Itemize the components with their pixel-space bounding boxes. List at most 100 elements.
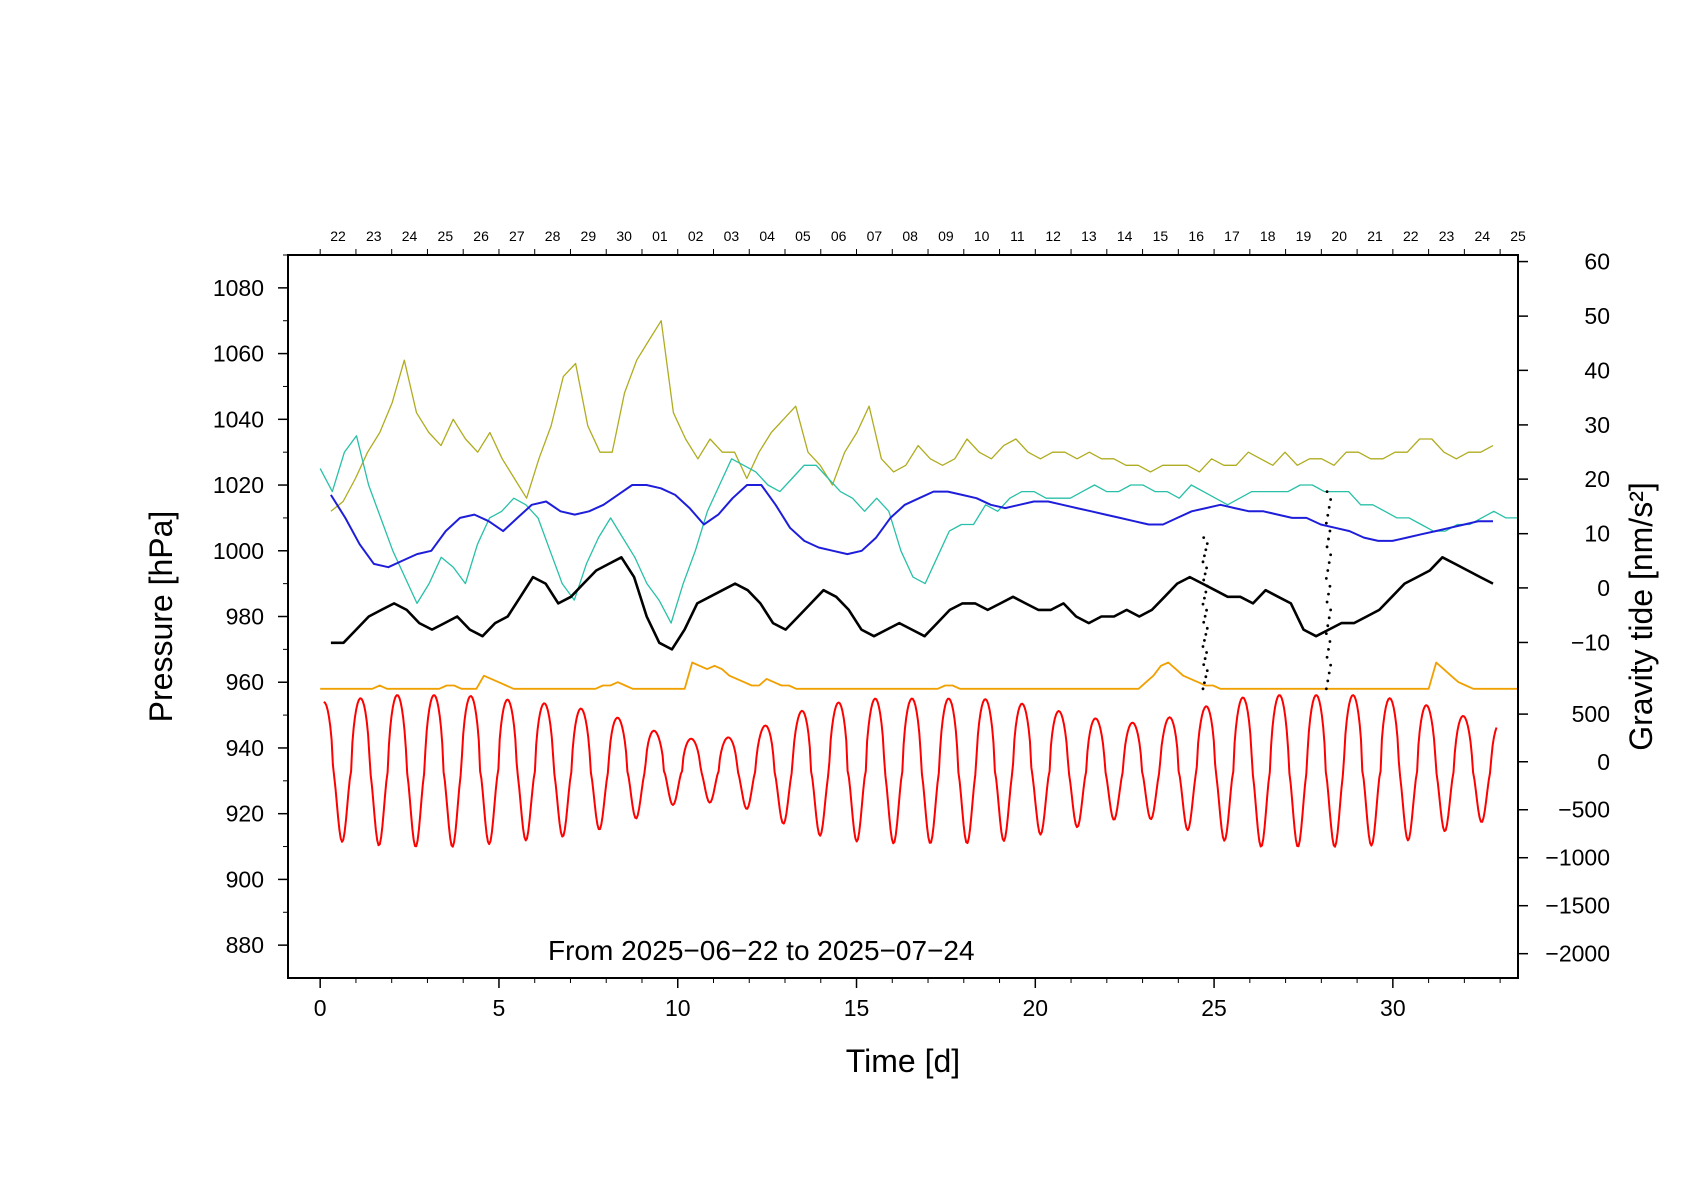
scatter-point: [1205, 608, 1208, 612]
y-tick-label: 1080: [213, 275, 264, 301]
date-label: 14: [1117, 228, 1133, 244]
y-tick-label: 980: [226, 604, 264, 630]
scatter-point: [1325, 600, 1329, 604]
scatter-point: [1204, 590, 1208, 594]
date-label: 02: [688, 228, 704, 244]
scatter-point: [1202, 663, 1206, 667]
x-tick-label: 30: [1380, 995, 1406, 1021]
date-label: 27: [509, 228, 525, 244]
scatter-point: [1329, 498, 1333, 501]
scatter-point: [1326, 679, 1330, 683]
scatter-point: [1325, 545, 1329, 549]
x-tick-label: 20: [1022, 995, 1048, 1021]
scatter-point: [1201, 645, 1205, 648]
date-label: 18: [1260, 228, 1276, 244]
scatter-point: [1327, 647, 1330, 651]
series-line-red: [323, 694, 1498, 848]
scatter-point: [1325, 655, 1329, 659]
scatter-point: [1204, 632, 1208, 636]
series-line-black: [330, 555, 1494, 651]
date-label: 13: [1081, 228, 1097, 244]
x-tick-label: 10: [665, 995, 691, 1021]
scatter-point: [1327, 616, 1331, 620]
scatter-point: [1203, 639, 1206, 642]
date-label: 23: [1439, 228, 1455, 244]
axis-layer: 0 5 10 15 20 25 308809009209409609801000102010…: [213, 228, 1610, 1021]
scatter-cluster: [1201, 536, 1209, 691]
scatter-point: [1205, 542, 1209, 546]
scatter-point: [1205, 566, 1208, 570]
date-label: 15: [1153, 228, 1169, 244]
date-label: 24: [402, 228, 418, 244]
y-tick-label: 880: [226, 932, 264, 958]
scatter-point: [1328, 529, 1332, 533]
scatter-point: [1328, 584, 1332, 588]
right-tick-label: −2000: [1545, 941, 1610, 967]
scatter-cluster: [1324, 490, 1333, 691]
plot-frame: [287, 254, 1519, 979]
scatter-point: [1204, 675, 1208, 679]
right-tick-label: 20: [1584, 466, 1610, 492]
scatter-point: [1202, 578, 1206, 582]
x-tick-label: 25: [1201, 995, 1227, 1021]
scatter-point: [1201, 602, 1205, 606]
scatter-point: [1324, 576, 1328, 580]
scatter-point: [1324, 687, 1328, 691]
y-axis-title-left: Pressure [hPa]: [143, 511, 179, 723]
right-tick-label: 30: [1584, 412, 1610, 438]
right-tick-label: 0: [1597, 575, 1610, 601]
scatter-point: [1203, 614, 1207, 618]
scatter-point: [1324, 632, 1328, 635]
scatter-point: [1205, 626, 1209, 630]
date-label: 10: [974, 228, 990, 244]
right-tick-label: −1000: [1545, 845, 1610, 871]
x-axis-title: Time [d]: [846, 1043, 960, 1079]
date-label: 11: [1010, 228, 1025, 244]
scatter-point: [1326, 513, 1330, 517]
scatter-point: [1327, 537, 1330, 541]
date-label: 03: [724, 228, 740, 244]
right-tick-label: 60: [1584, 249, 1610, 275]
scatter-point: [1326, 624, 1330, 628]
date-label: 22: [1403, 228, 1419, 244]
y-tick-label: 1000: [213, 538, 264, 564]
scatter-point: [1202, 536, 1206, 540]
y-tick-label: 1020: [213, 472, 264, 498]
date-label: 17: [1224, 228, 1240, 244]
y-tick-label: 920: [226, 801, 264, 827]
y-tick-label: 900: [226, 866, 264, 892]
date-label: 16: [1188, 228, 1204, 244]
scatter-point: [1203, 554, 1206, 558]
date-label: 08: [902, 228, 918, 244]
scatter-point: [1205, 669, 1209, 673]
right-tick-label: 10: [1584, 521, 1610, 547]
scatter-point: [1201, 687, 1205, 691]
series-line-teal: [319, 435, 1518, 624]
scatter-point: [1205, 584, 1209, 588]
date-label: 28: [545, 228, 561, 244]
series-line-orange: [320, 661, 1518, 690]
scatter-point: [1202, 620, 1206, 624]
right-tick-label: 40: [1584, 357, 1610, 383]
x-tick-label: 5: [493, 995, 506, 1021]
right-tick-label: 50: [1584, 303, 1610, 329]
scatter-point: [1329, 553, 1333, 557]
scatter-point: [1203, 572, 1207, 576]
scatter-point: [1328, 640, 1332, 643]
series-layer: [319, 320, 1518, 848]
right-tick-label: −1500: [1545, 893, 1610, 919]
y-tick-label: 1060: [213, 341, 264, 367]
right-tick-label: −10: [1571, 629, 1610, 655]
x-tick-label: 0: [314, 995, 327, 1021]
date-label: 24: [1474, 228, 1490, 244]
date-label: 21: [1367, 228, 1383, 244]
date-label: 25: [1510, 228, 1526, 244]
date-label: 07: [867, 228, 883, 244]
date-label: 22: [330, 228, 346, 244]
date-label: 05: [795, 228, 811, 244]
right-tick-label: −500: [1558, 797, 1610, 823]
scatter-point: [1327, 592, 1330, 596]
scatter-point: [1203, 596, 1206, 600]
scatter-point: [1324, 521, 1328, 525]
